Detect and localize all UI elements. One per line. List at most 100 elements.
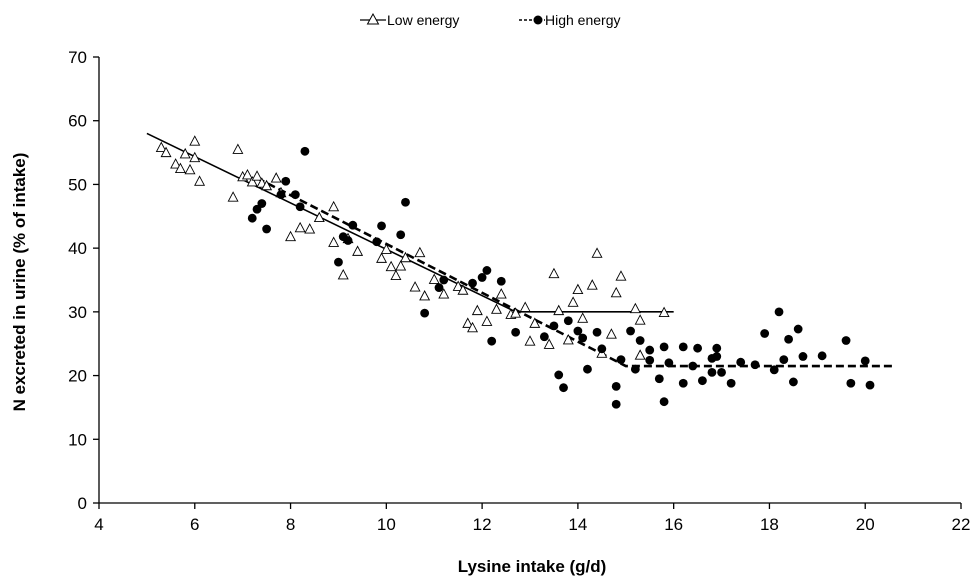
high-energy-point [798, 352, 808, 361]
low-energy-point [452, 280, 464, 291]
high-energy-point [774, 307, 784, 317]
high-energy-point [583, 364, 592, 374]
x-tick-label: 22 [952, 515, 971, 534]
legend: Low energy High energy [360, 12, 621, 28]
low-energy-point [227, 191, 239, 202]
legend-low-energy-label: Low energy [387, 12, 459, 28]
high-energy-point [611, 382, 621, 391]
high-energy-point [841, 336, 851, 345]
low-energy-point [610, 286, 622, 298]
x-tick-label: 14 [568, 515, 587, 534]
low-energy-point [658, 306, 670, 317]
high-energy-point [693, 343, 703, 353]
low-energy-point [155, 141, 167, 152]
x-tick-label: 10 [377, 515, 396, 534]
high-energy-point [439, 275, 449, 285]
low-energy-point [395, 260, 407, 271]
high-energy-point [262, 224, 272, 234]
low-energy-point [189, 135, 201, 146]
y-tick-label: 20 [68, 367, 87, 386]
high-energy-point [664, 358, 674, 368]
high-energy-point [578, 333, 588, 343]
low-energy-point [251, 170, 263, 181]
high-energy-point [434, 283, 444, 293]
y-axis-title: N excreted in urine (% of intake) [10, 153, 29, 412]
low-energy-point [428, 273, 440, 284]
high-energy-point [348, 220, 358, 230]
low-energy-point [591, 247, 603, 258]
high-energy-point [401, 197, 410, 207]
high-energy-point [707, 367, 717, 377]
high-energy-point [597, 344, 607, 354]
x-tick-label: 12 [473, 515, 492, 534]
low-energy-point [184, 163, 196, 175]
data-points [155, 135, 875, 409]
high-energy-point [295, 202, 305, 212]
low-energy-point [577, 312, 589, 323]
high-energy-point [659, 342, 669, 352]
low-energy-point [553, 304, 565, 316]
y-tick-label: 60 [68, 112, 87, 131]
high-energy-point [626, 326, 635, 336]
low-energy-point [462, 317, 474, 328]
x-tick-label: 20 [856, 515, 875, 534]
high-energy-point [788, 377, 798, 387]
low-energy-point [385, 260, 397, 272]
fit-lines [146, 132, 894, 368]
high-energy-point [645, 355, 655, 365]
high-energy-point [300, 146, 310, 156]
legend-low-energy-marker [366, 12, 380, 25]
low-energy-point [170, 158, 182, 169]
y-tick-label: 40 [68, 239, 87, 258]
high-energy-point [539, 332, 549, 342]
high-energy-point [511, 327, 521, 337]
low-energy-point [529, 317, 541, 328]
high-energy-point [817, 351, 827, 361]
high-energy-point [769, 365, 779, 375]
high-energy-point [487, 336, 497, 346]
y-tick-label: 10 [68, 430, 87, 449]
high-energy-point [784, 334, 793, 344]
low-energy-point [548, 267, 560, 279]
low-energy-point [313, 211, 325, 223]
low-energy-point [543, 338, 555, 349]
x-tick-label: 8 [286, 515, 295, 534]
high-energy-point [712, 343, 722, 353]
high-energy-point [678, 342, 688, 352]
y-tick-label: 70 [68, 48, 87, 67]
legend-high-energy-label: High energy [545, 12, 621, 28]
low-energy-point [567, 296, 579, 307]
low-energy-point [457, 284, 469, 295]
legend-high-energy-marker [533, 15, 543, 25]
low-energy-point [490, 303, 502, 314]
high-energy-point [779, 355, 789, 365]
low-energy-point [471, 304, 483, 316]
low-energy-point [605, 328, 617, 339]
low-energy-point [160, 146, 172, 158]
high-energy-point [717, 367, 726, 377]
low-energy-point [510, 307, 522, 318]
high-energy-point [736, 357, 746, 367]
high-energy-point [635, 336, 645, 345]
y-axis-ticks: 0 10 20 30 40 50 60 70 [68, 48, 99, 513]
x-tick-label: 6 [190, 515, 199, 534]
high-energy-point [377, 221, 386, 231]
high-energy-point [281, 176, 291, 186]
y-tick-label: 30 [68, 303, 87, 322]
low-energy-point [179, 147, 191, 159]
low-energy-point [399, 251, 411, 263]
low-energy-point [294, 221, 306, 233]
low-energy-point [524, 335, 536, 346]
high-energy-point [846, 378, 856, 388]
low-energy-point [328, 236, 340, 247]
high-energy-point [793, 324, 803, 334]
low-energy-point [189, 151, 201, 163]
low-energy-point [414, 246, 426, 258]
high-energy-point [257, 199, 267, 208]
low-energy-point [328, 200, 340, 212]
low-energy-point [572, 283, 584, 295]
low-energy-point [241, 168, 253, 180]
high-energy-point [750, 360, 760, 370]
low-energy-point [304, 223, 316, 234]
